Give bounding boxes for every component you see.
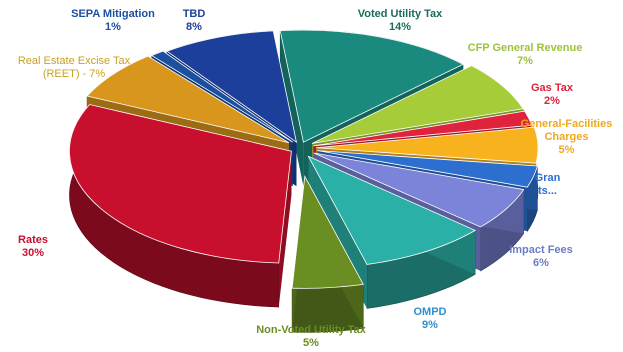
label-cfp-general-revenue: CFP General Revenue 7% [455,42,595,68]
label-general-facilities-name-line2: Charges [544,131,589,143]
label-general-facilities-name-line1: General-Facilities [520,118,613,130]
label-ompd-name: OMPD [413,306,447,318]
slice-cfp-general-revenue [311,65,524,144]
label-reet: Real Estate Excise Tax (REET) - 7% [4,55,144,81]
slice-sepa-mitigation [150,50,293,143]
slice-grants [317,150,538,188]
label-grants-name-line1: Gran [534,172,561,184]
label-sepa-mitigation: SEPA Mitigation 1% [58,8,168,34]
slice-ompd [307,155,477,265]
label-sepa-mitigation-name: SEPA Mitigation [71,8,155,20]
label-ompd-pct: 9% [422,319,438,331]
label-non-voted-utility-tax-pct: 5% [303,337,319,349]
label-impact-fees-pct: 6% [533,257,549,269]
label-rates-name: Rates [18,234,48,246]
slice-non-voted-utility-tax [291,175,364,289]
label-gas-tax: Gas Tax 2% [522,82,582,108]
label-voted-utility-tax: Voted Utility Tax 14% [340,8,460,34]
label-cfp-general-revenue-pct: 7% [517,55,533,67]
label-reet-name-line1: Real Estate Excise Tax [17,55,131,67]
label-non-voted-utility-tax-name: Non-Voted Utility Tax [256,324,366,336]
slice-gas-tax [313,110,533,147]
label-rates: Rates 30% [8,234,58,260]
label-general-facilities-pct: 5% [558,144,575,156]
label-ompd: OMPD 9% [400,306,460,332]
label-voted-utility-tax-name: Voted Utility Tax [357,8,443,20]
label-voted-utility-tax-pct: 14% [388,21,412,33]
label-tbd: TBD 8% [172,8,216,34]
slice-wall-voted-utility-tax-0 [280,30,304,187]
pie-slice-tops [69,29,539,289]
slice-general-facilities-charges [315,126,539,164]
slice-tbd [166,30,298,144]
slice-impact-fees [313,152,525,228]
label-impact-fees: Impact Fees 6% [496,244,586,270]
label-gas-tax-name: Gas Tax [531,82,573,94]
label-general-facilities-charges: General-Facilities Charges 5% [510,118,623,157]
label-cfp-general-revenue-name: CFP General Revenue [467,42,583,54]
label-impact-fees-name: Impact Fees [509,244,573,256]
label-tbd-pct: 8% [186,21,202,33]
label-non-voted-utility-tax: Non-Voted Utility Tax 5% [236,324,386,350]
label-rates-pct: 30% [21,247,45,259]
label-sepa-mitigation-pct: 1% [105,21,121,33]
label-reet-name-line2: (REET) - 7% [42,68,106,80]
label-tbd-name: TBD [182,8,206,20]
slice-real-estate-excise-tax-reet [86,55,290,144]
label-gas-tax-pct: 2% [544,95,560,107]
label-grants-name-line2: ts... [538,185,557,197]
slice-voted-utility-tax [279,29,464,143]
slice-rates [69,104,292,264]
label-grants: Gran ts... [525,172,570,198]
